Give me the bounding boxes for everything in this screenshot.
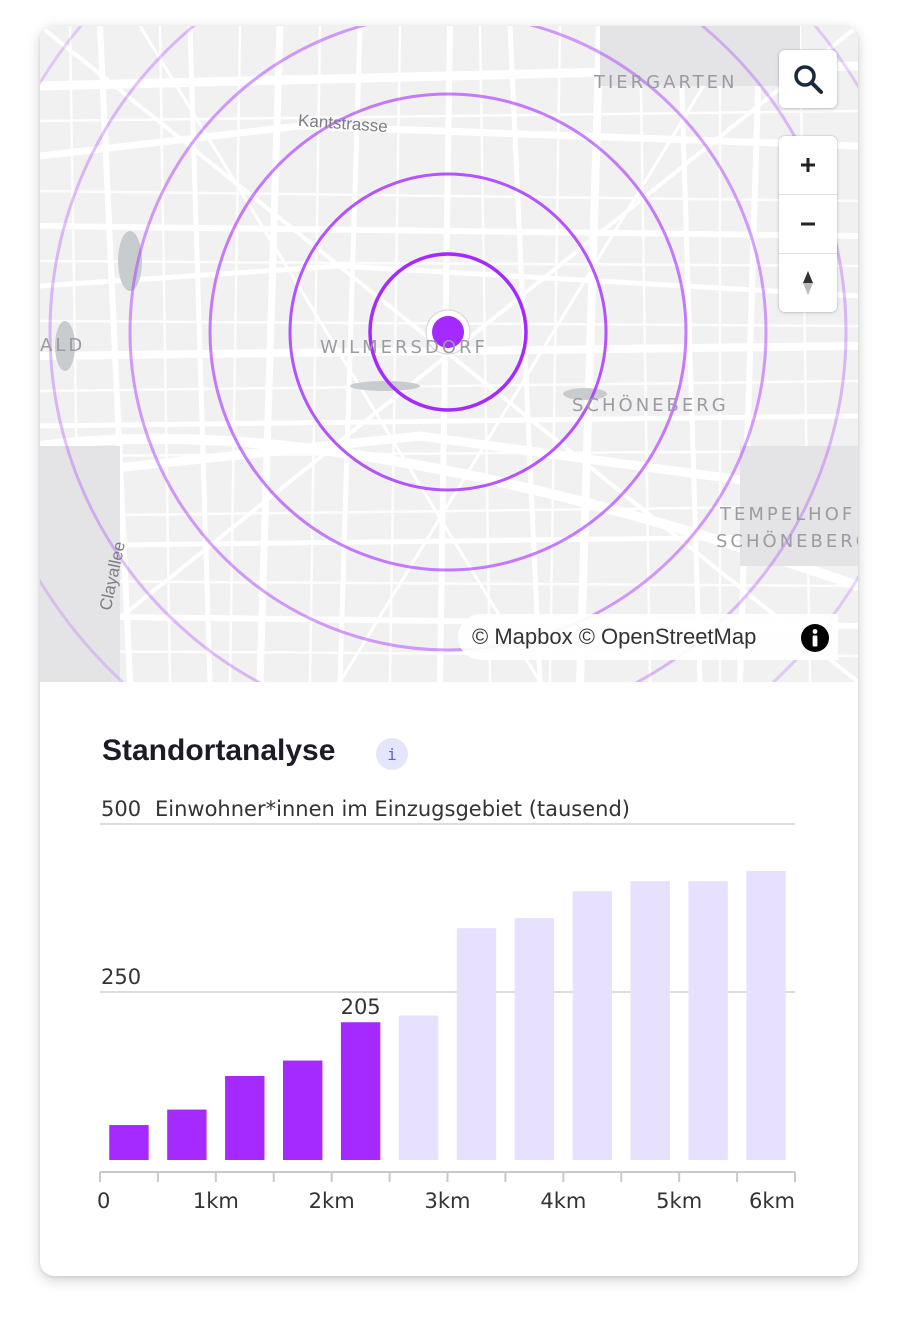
- population-bar-chart: 250 500 Einwohner*innen im Einzugsgebiet (…: [97, 797, 796, 1213]
- x-tick-label-2: 2km: [309, 1189, 355, 1213]
- zoom-controls: [779, 136, 837, 312]
- map-view[interactable]: TIERGARTEN WILMERSDORF SCHÖNEBERG TEMPEL…: [40, 26, 858, 682]
- x-tick-label-3: 3km: [425, 1189, 471, 1213]
- plus-icon: [801, 158, 815, 172]
- minus-icon: [801, 222, 815, 226]
- district-label-wilmersdorf: WILMERSDORF: [320, 337, 488, 358]
- minor-streets: [40, 26, 858, 682]
- search-control[interactable]: [779, 50, 837, 108]
- location-marker[interactable]: [425, 309, 471, 355]
- ring-4km: [128, 26, 768, 652]
- compass-button[interactable]: [779, 253, 837, 312]
- zoom-in-button[interactable]: [779, 136, 837, 194]
- search-button[interactable]: [779, 50, 837, 108]
- bar-1.5km[interactable]: [225, 1076, 265, 1160]
- ring-2km: [288, 172, 608, 492]
- district-label-tiergarten: TIERGARTEN: [594, 72, 738, 93]
- bar-4.5km[interactable]: [572, 891, 612, 1160]
- zoom-out-button[interactable]: [779, 194, 837, 253]
- district-label-schoeneberg: SCHÖNEBERG: [572, 395, 729, 416]
- ring-1km: [368, 252, 528, 412]
- radius-rings: [40, 26, 858, 682]
- district-label-grunewald: ALD: [40, 335, 86, 356]
- x-tick-label-6: 6km: [749, 1189, 795, 1213]
- map-canvas[interactable]: [40, 26, 858, 682]
- panel-title: Standortanalyse: [102, 734, 336, 767]
- bar-6km[interactable]: [746, 871, 786, 1160]
- bar-3.5km[interactable]: [456, 928, 497, 1160]
- map-attribution: © Mapbox © OpenStreetMap: [458, 614, 838, 660]
- ring-3km: [208, 92, 688, 572]
- info-icon[interactable]: [800, 623, 830, 653]
- search-icon: [794, 65, 823, 94]
- y-tick-label-250: 250: [101, 965, 141, 989]
- district-label-schoeneberg-2: SCHÖNEBERG: [716, 531, 858, 552]
- park-areas: [40, 26, 858, 682]
- title-info-icon[interactable]: i: [376, 738, 408, 770]
- bar-3km[interactable]: [398, 1015, 439, 1160]
- ring-5km: [48, 26, 848, 682]
- y-tick-label-500: 500: [101, 797, 141, 821]
- location-analysis-card: TIERGARTEN WILMERSDORF SCHÖNEBERG TEMPEL…: [40, 26, 858, 1276]
- selected-value-label: 205: [341, 995, 381, 1019]
- bar-1km[interactable]: [167, 1109, 207, 1160]
- attribution-text[interactable]: © Mapbox © OpenStreetMap: [472, 624, 757, 649]
- y-axis-label: Einwohner*innen im Einzugsgebiet (tausen…: [155, 797, 630, 821]
- bar-5km[interactable]: [630, 881, 670, 1160]
- bar-4km[interactable]: [514, 918, 555, 1160]
- bar-2.5km[interactable]: [340, 1022, 381, 1160]
- x-tick-label-1: 1km: [193, 1189, 239, 1213]
- x-tick-label-4: 4km: [540, 1189, 586, 1213]
- district-label-tempelhof: TEMPELHOF: [720, 504, 856, 525]
- bar-5.5km[interactable]: [688, 881, 728, 1160]
- x-tick-label-0: 0: [97, 1189, 110, 1213]
- compass-icon: [803, 271, 813, 295]
- bar-2km[interactable]: [283, 1060, 323, 1160]
- x-tick-label-5: 5km: [656, 1189, 702, 1213]
- bar-0.5km[interactable]: [109, 1125, 149, 1160]
